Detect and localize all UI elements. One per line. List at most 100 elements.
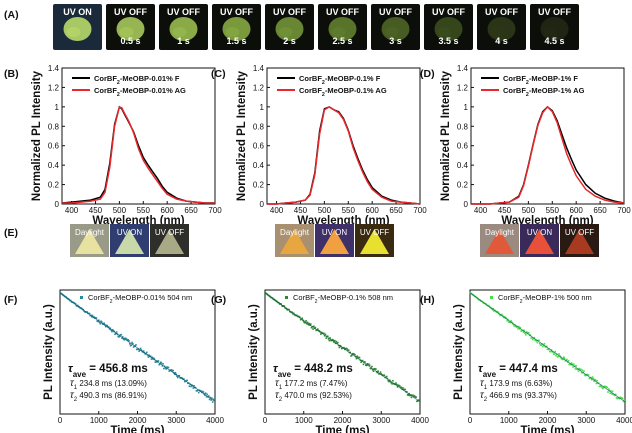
data-point: [356, 355, 359, 358]
data-point: [360, 361, 362, 363]
legend-marker: [285, 296, 288, 299]
spectrum-plot: 400 450 500 550 600 650 700 0 0.2 0.4 0.6 0.8 1 1.2 1.…: [440, 64, 631, 227]
data-point: [418, 399, 421, 401]
x-tick-label: 3000: [167, 416, 185, 425]
data-point: [103, 322, 105, 325]
data-point: [146, 351, 148, 354]
data-point: [173, 373, 176, 376]
data-point: [555, 354, 557, 357]
strip-frame: UV OFF 4.5 s: [530, 4, 579, 50]
data-point: [149, 355, 152, 357]
data-point: [121, 337, 123, 340]
panel-label: (F): [4, 294, 17, 306]
data-point: [395, 383, 398, 386]
y-tick-label: 1: [55, 103, 60, 112]
x-axis-label: Time (ms): [520, 425, 574, 433]
data-point: [602, 387, 605, 389]
data-point: [404, 388, 407, 391]
data-point: [340, 347, 343, 350]
frame-label: UV OFF: [432, 7, 466, 17]
y-tick-label: 0: [260, 200, 265, 209]
data-point: [549, 350, 552, 353]
data-point: [614, 394, 616, 397]
x-tick-label: 450: [89, 206, 103, 215]
data-point: [515, 326, 518, 329]
x-tick-label: 450: [294, 206, 308, 215]
fit-line: [59, 292, 216, 402]
data-point: [538, 339, 540, 342]
data-point: [139, 349, 141, 352]
data-point: [324, 333, 327, 336]
data-point: [156, 361, 158, 363]
series-line: [471, 105, 625, 205]
data-point: [332, 339, 334, 341]
y-tick-label: 0.2: [253, 181, 265, 190]
data-point: [131, 341, 133, 344]
sample-triangle: [565, 229, 594, 254]
data-point: [138, 350, 140, 352]
data-point: [501, 314, 504, 317]
data-point: [505, 317, 508, 319]
data-point: [148, 354, 150, 357]
data-point: [371, 368, 374, 371]
data-point: [402, 387, 404, 389]
data-point: [570, 362, 573, 364]
spectrum-plot: 400 450 500 550 600 650 700 0 0.2 0.4 0.6 0.8 1 1.2 1.…: [31, 64, 222, 227]
spectrum-plot: 400 450 500 550 600 650 700 0 0.2 0.4 0.6 0.8 1 1.2 1.…: [236, 64, 427, 227]
x-tick-label: 600: [366, 206, 380, 215]
data-point: [130, 344, 133, 347]
data-point: [306, 323, 308, 325]
data-point: [488, 305, 491, 308]
photo-label: UV OFF: [155, 228, 184, 237]
data-point: [614, 393, 617, 396]
data-point: [135, 344, 137, 346]
y-tick-label: 0.8: [48, 122, 60, 131]
x-tick-label: 0: [263, 416, 268, 425]
data-point: [525, 333, 527, 336]
data-point: [552, 351, 554, 353]
frame-time: 2.5 s: [332, 36, 352, 46]
x-tick-label: 500: [113, 206, 127, 215]
data-point: [197, 391, 200, 394]
data-point: [380, 373, 383, 375]
y-tick-label: 0.6: [48, 142, 60, 151]
frame-label: UV OFF: [485, 7, 519, 17]
data-point: [500, 313, 503, 316]
data-point: [110, 329, 112, 331]
decay-plot: 0 1000 2000 3000 4000 CorBF2-MeOBP-0.01% 504 …: [43, 289, 224, 433]
data-point: [209, 396, 212, 399]
data-point: [494, 309, 497, 312]
data-point: [575, 365, 577, 367]
data-point: [522, 331, 525, 334]
data-point: [128, 342, 131, 345]
data-point: [371, 365, 373, 368]
sample-triangle: [75, 229, 104, 254]
data-point: [172, 369, 174, 372]
x-tick-label: 650: [389, 206, 403, 215]
x-tick-label: 550: [546, 206, 560, 215]
data-point: [299, 316, 301, 319]
x-tick-label: 4000: [411, 416, 429, 425]
panel-label: (A): [4, 9, 19, 21]
y-tick-label: 1.2: [48, 83, 60, 92]
data-point: [200, 390, 202, 392]
data-point: [535, 340, 538, 342]
data-point: [623, 399, 626, 402]
data-point: [137, 348, 140, 351]
data-point: [606, 386, 608, 389]
data-point: [211, 397, 213, 399]
data-point: [188, 385, 191, 388]
tau1-annotation: τ1 177.2 ms (7.47%): [275, 378, 348, 391]
legend-label: CorBF2-MeOBP-0.1% F: [299, 74, 381, 86]
powder-glow: [437, 27, 452, 37]
data-point: [392, 379, 394, 382]
data-point: [140, 349, 143, 351]
x-tick-label: 1000: [90, 416, 108, 425]
data-point: [325, 337, 328, 339]
data-point: [370, 367, 372, 370]
data-point: [150, 358, 153, 360]
legend-label: CorBF2-MeOBP-1% 500 nm: [498, 293, 592, 305]
data-point: [413, 395, 416, 397]
y-tick-label: 0: [55, 200, 60, 209]
x-tick-label: 2000: [129, 416, 147, 425]
